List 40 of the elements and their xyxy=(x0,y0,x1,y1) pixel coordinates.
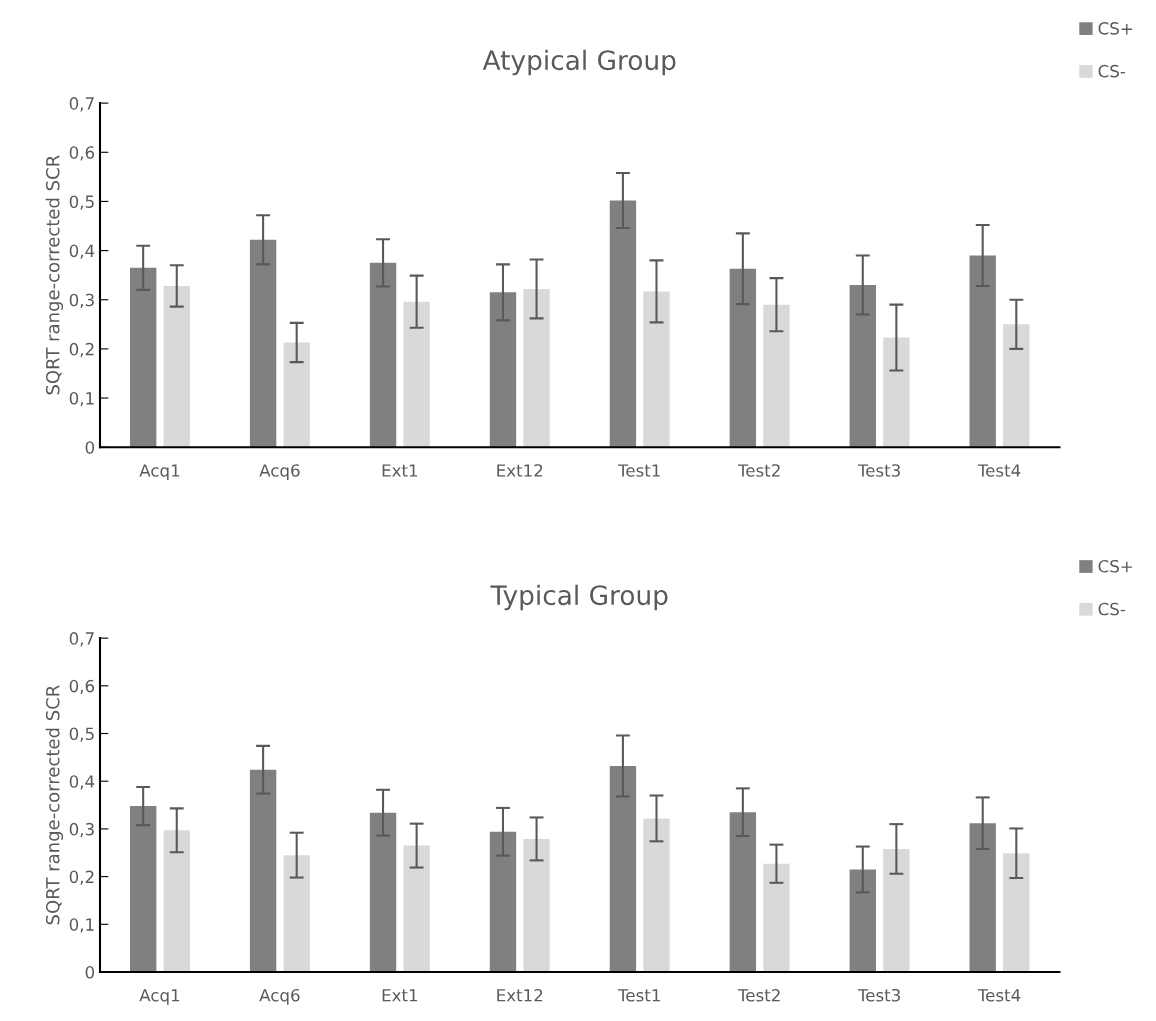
x-tick-label: Test4 xyxy=(977,464,1021,477)
x-tick-label: Ext1 xyxy=(382,464,418,477)
chart-title: Typical Group xyxy=(490,584,668,611)
legend-label: CS- xyxy=(1098,602,1126,616)
y-axis-title: SQRT range-corrected SCR xyxy=(45,155,64,395)
y-axis-title: SQRT range-corrected SCR xyxy=(45,685,64,925)
y-tick-label: 0,4 xyxy=(69,775,95,790)
y-tick-label: 0,6 xyxy=(69,146,95,161)
y-tick-label: 0,3 xyxy=(69,293,94,309)
y-tick-label: 0,5 xyxy=(69,727,94,742)
y-tick-label: 0,5 xyxy=(69,195,94,210)
y-tick-label: 0,2 xyxy=(69,342,94,358)
y-tick-label: 0,7 xyxy=(69,632,94,647)
y-tick-label: 0,1 xyxy=(69,918,94,933)
x-tick-label: Test3 xyxy=(857,464,900,477)
x-tick-label: Test1 xyxy=(617,989,660,1002)
x-tick-label: Acq1 xyxy=(139,464,180,480)
x-tick-label: Test3 xyxy=(857,988,900,1002)
legend-label: CS+ xyxy=(1098,22,1133,35)
x-tick-label: Test1 xyxy=(617,464,660,477)
legend-label: CS+ xyxy=(1098,559,1133,573)
x-tick-label: Test2 xyxy=(737,464,780,477)
x-tick-label: Ext12 xyxy=(497,464,543,477)
y-tick-label: 0 xyxy=(85,965,95,979)
y-tick-label: 0,7 xyxy=(69,97,94,112)
y-tick-label: 0 xyxy=(85,441,95,454)
x-tick-label: Ext1 xyxy=(382,989,418,1002)
x-tick-label: Ext12 xyxy=(497,988,543,1002)
y-tick-label: 0,6 xyxy=(69,679,95,695)
y-tick-label: 0,1 xyxy=(69,392,94,407)
y-tick-label: 0,4 xyxy=(69,244,95,259)
y-tick-label: 0,3 xyxy=(69,822,94,838)
chart-title: Atypical Group xyxy=(482,49,676,76)
legend-label: CS- xyxy=(1098,64,1126,78)
x-tick-label: Test2 xyxy=(737,988,780,1002)
y-tick-label: 0,2 xyxy=(69,870,94,885)
x-tick-label: Acq6 xyxy=(259,464,300,480)
x-tick-label: Acq6 xyxy=(259,988,300,1005)
x-tick-label: Test4 xyxy=(977,989,1021,1002)
x-tick-label: Acq1 xyxy=(139,989,180,1005)
